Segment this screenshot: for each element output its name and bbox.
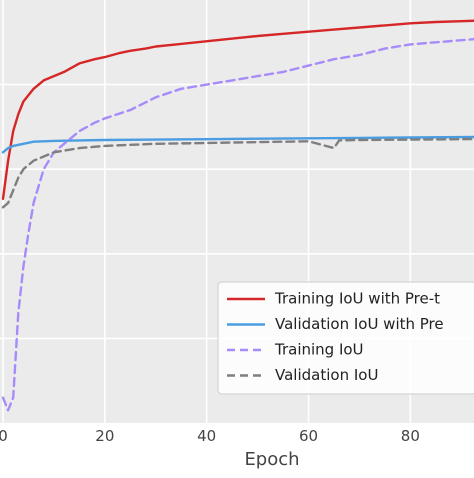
series-line-2: [1, 37, 474, 412]
tick-labels: 0 20 40 60 80: [0, 427, 420, 445]
series-line-1: [1, 135, 474, 154]
legend: Training IoU with Pre-t Validation IoU wi…: [217, 281, 474, 395]
legend-label: Validation IoU: [275, 366, 378, 384]
series-line-3: [1, 137, 474, 209]
x-axis-title: Epoch: [244, 449, 299, 470]
legend-label: Validation IoU with Pre: [275, 315, 444, 333]
x-tick-label: 80: [401, 427, 420, 445]
x-tick-label: 0: [0, 427, 8, 445]
x-tick-label: 60: [299, 427, 318, 445]
legend-box: [217, 281, 474, 395]
x-tick-label: 20: [95, 427, 114, 445]
legend-label: Training IoU: [274, 341, 364, 359]
legend-label: Training IoU with Pre-t: [274, 290, 440, 308]
x-tick-label: 40: [197, 427, 216, 445]
series-line-0: [1, 19, 474, 200]
series-layer: [1, 19, 474, 412]
